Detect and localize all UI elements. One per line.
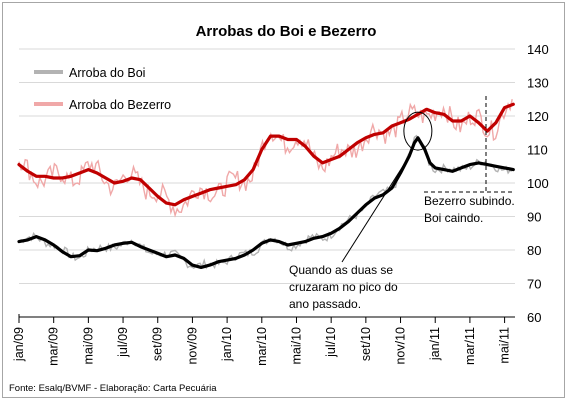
y-tick-label-130: 130 [527, 76, 549, 91]
annotation-trend: Bezerro subindo. Boi caindo. [424, 194, 515, 225]
legend-label-bezerro: Arroba do Bezerro [69, 98, 171, 112]
y-tick-label-140: 140 [527, 42, 549, 57]
legend: Arroba do Boi Arroba do Bezerro [34, 66, 171, 112]
annotation-crossing-line-1: Quando as duas se [289, 263, 393, 277]
y-tick-label-80: 80 [527, 243, 541, 258]
x-tick-label-mai-11: mai/11 [498, 327, 512, 364]
crossing-circle [403, 111, 433, 151]
axes [18, 314, 515, 323]
annotation-trend-line-1: Bezerro subindo. [424, 194, 515, 208]
x-tick-label-jul-10: jul/10 [324, 327, 338, 358]
y-axis-tick-labels: 140 130 120 110 100 90 80 70 60 [527, 42, 549, 325]
y-tick-label-90: 90 [527, 210, 541, 225]
y-tick-label-100: 100 [527, 176, 549, 191]
gridlines [19, 48, 515, 318]
crossing-pointer-line [341, 153, 412, 263]
series-line-bezerro [17, 102, 515, 207]
annotation-crossing-line-3: ano passado. [289, 297, 361, 311]
y-tick-label-120: 120 [527, 109, 549, 124]
x-tick-label-nov-09: nov/09 [185, 327, 199, 365]
chart-frame: Arrobas do Boi e Bezerro 140 130 120 110 100… [2, 2, 565, 398]
smoothed-series-lines [17, 102, 515, 269]
series-line-boi [17, 136, 515, 269]
x-axis-tick-labels: jan/09 mar/09 mai/09 jul/09 set/09 nov/09 jan/… [12, 327, 512, 366]
x-tick-label-jan-11: jan/11 [428, 327, 442, 361]
y-tick-label-60: 60 [527, 310, 541, 325]
annotation-trend-line-2: Boi caindo. [424, 211, 483, 225]
annotation-marks [341, 96, 513, 263]
x-tick-label-set-10: set/10 [359, 327, 373, 361]
y-tick-label-110: 110 [527, 143, 548, 158]
x-tick-label-mar-11: mar/11 [463, 327, 477, 365]
x-tick-label-set-09: set/09 [151, 327, 165, 361]
source-note: Fonte: Esalq/BVMF - Elaboração: Carta Pe… [9, 383, 217, 394]
x-tick-label-mar-10: mar/10 [255, 327, 269, 366]
chart-svg: Arrobas do Boi e Bezerro 140 130 120 110 100… [9, 23, 549, 394]
x-tick-label-mai-09: mai/09 [81, 327, 95, 365]
x-tick-label-jan-09: jan/09 [12, 327, 26, 362]
annotation-crossing: Quando as duas se cruzaram no pico do an… [289, 263, 398, 311]
x-tick-label-jan-10: jan/10 [220, 327, 234, 362]
y-tick-label-70: 70 [527, 277, 541, 292]
x-tick-label-nov-10: nov/10 [394, 327, 408, 365]
chart-title: Arrobas do Boi e Bezerro [196, 23, 377, 40]
x-tick-label-mai-10: mai/10 [289, 327, 303, 365]
annotation-crossing-line-2: cruzaram no pico do [289, 280, 398, 294]
legend-label-boi: Arroba do Boi [69, 66, 145, 80]
x-tick-label-mar-09: mar/09 [47, 327, 61, 366]
x-tick-label-jul-09: jul/09 [116, 327, 130, 358]
